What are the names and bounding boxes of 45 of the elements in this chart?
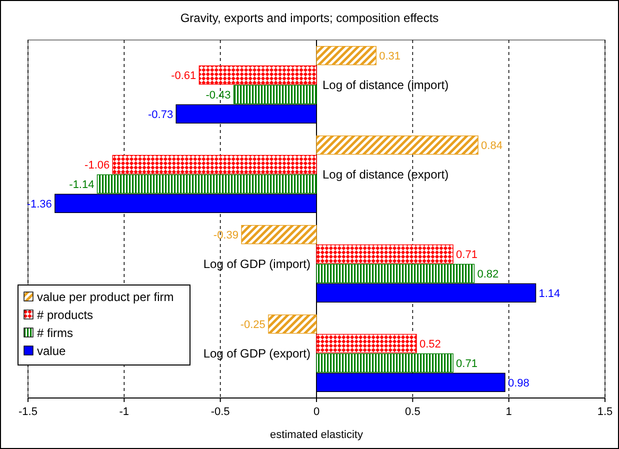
data-label: 0.98 [508,377,530,390]
bar [316,244,454,264]
data-label: 1.14 [538,288,560,300]
legend-label: # products [37,308,94,322]
bar [112,154,317,174]
x-tick-label: 1.5 [597,406,613,418]
x-tick-label: 0.5 [405,406,420,418]
data-label: 0.71 [456,249,478,262]
x-axis-title: estimated elasticity [270,429,364,441]
data-label: 0.52 [420,338,441,351]
x-tick-label: -1 [119,406,130,418]
data-label: 0.31 [379,50,401,63]
bar [316,334,417,354]
data-label: -0.39 [213,230,238,242]
data-label: -0.43 [206,89,231,102]
data-label: -1.36 [26,198,52,210]
bar [316,135,478,155]
bar [233,84,317,104]
bar [316,353,454,373]
data-label: 0.82 [477,268,499,280]
bar [316,46,376,66]
data-label: -1.06 [84,160,110,172]
data-label: -1.14 [69,178,94,191]
bar [96,174,317,194]
y-tick-label: Log of distance (import) [322,78,449,92]
legend-label: value [37,344,66,358]
data-label: -0.25 [240,319,266,332]
bar [198,65,317,85]
legend-label: # firms [37,326,73,340]
y-tick-label: Log of GDP (export) [203,346,310,360]
data-label: 0.71 [456,358,478,370]
y-tick-label: Log of GDP (import) [203,256,310,271]
x-tick-label: -0.5 [210,406,230,418]
data-label: -0.73 [148,108,174,121]
data-label: 0.84 [481,140,502,152]
legend-label: value per product per firm [37,290,174,304]
bar [316,264,475,284]
x-tick-label: 1 [506,406,512,418]
x-tick-label: -1.5 [18,406,38,418]
data-label: -0.61 [171,70,196,82]
bar [268,314,317,334]
chart-title: Gravity, exports and imports; composition effects [180,11,439,25]
bar [241,224,317,244]
x-tick-label: 0 [313,406,320,418]
y-tick-label: Log of distance (export) [322,167,449,182]
